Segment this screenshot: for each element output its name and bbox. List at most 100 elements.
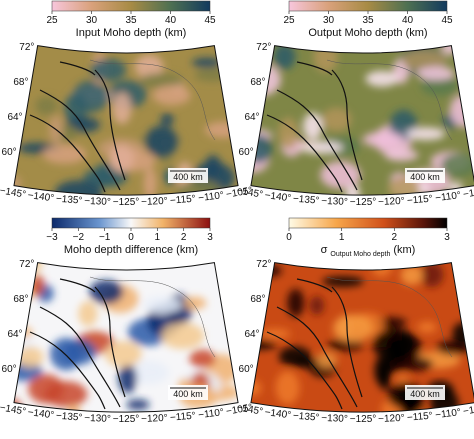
lon-label: −115° bbox=[407, 411, 434, 424]
lon-label: −120° bbox=[141, 413, 168, 425]
colorbar-tick-label: −3 bbox=[46, 232, 58, 243]
lon-label: −125° bbox=[113, 197, 140, 208]
lon-label: −120° bbox=[378, 413, 405, 425]
colorbar-tick-label: 45 bbox=[441, 15, 453, 26]
lat-label: 72° bbox=[256, 259, 271, 270]
anomaly bbox=[161, 322, 205, 350]
anomaly bbox=[384, 148, 419, 162]
anomaly bbox=[321, 107, 352, 132]
anomaly bbox=[27, 374, 64, 404]
colorbar-label: σ Output Moho depth (km) bbox=[321, 244, 416, 258]
lon-label: −130° bbox=[84, 413, 111, 425]
anomaly bbox=[293, 358, 322, 369]
scale-label: 400 km bbox=[410, 389, 440, 399]
anomaly bbox=[152, 85, 191, 106]
anomaly bbox=[143, 295, 181, 314]
lat-label: 60° bbox=[239, 147, 254, 158]
fault-line bbox=[331, 69, 363, 181]
anomaly bbox=[35, 96, 58, 116]
lon-label: −130° bbox=[84, 196, 111, 208]
anomaly bbox=[440, 153, 474, 178]
label-symbol: σ bbox=[321, 244, 328, 256]
scale-label: 400 km bbox=[173, 389, 203, 399]
fault-line bbox=[296, 61, 333, 76]
map-frame bbox=[250, 262, 474, 413]
anomaly bbox=[108, 144, 135, 173]
lon-label: −145° bbox=[236, 402, 264, 417]
lon-label: −115° bbox=[170, 411, 197, 424]
anomaly bbox=[126, 399, 150, 410]
colorbar-tick-label: −2 bbox=[73, 232, 85, 243]
anomaly bbox=[273, 45, 296, 70]
lon-label: −135° bbox=[292, 411, 319, 424]
anomaly bbox=[365, 70, 399, 87]
anomaly bbox=[204, 121, 239, 138]
lon-label: −105° bbox=[225, 402, 253, 417]
lat-label: 68° bbox=[13, 77, 28, 88]
anomaly bbox=[278, 117, 299, 150]
lon-label: −145° bbox=[236, 185, 264, 200]
anomaly bbox=[63, 339, 96, 365]
colorbar-tick-label: 0 bbox=[128, 232, 134, 243]
lon-label: −120° bbox=[378, 196, 405, 208]
scale-label: 400 km bbox=[173, 172, 203, 182]
lon-label: −130° bbox=[321, 413, 348, 425]
lat-label: 68° bbox=[13, 294, 28, 305]
map-frame bbox=[250, 45, 474, 196]
lon-label: −105° bbox=[462, 402, 474, 417]
coastline bbox=[89, 59, 216, 141]
lat-label: 64° bbox=[7, 329, 22, 340]
anomaly bbox=[420, 262, 444, 288]
lat-label: 64° bbox=[7, 112, 22, 123]
colorbar-tick-label: 25 bbox=[283, 15, 295, 26]
lat-label: 72° bbox=[256, 42, 271, 53]
colorbar-label: Output Moho depth (km) bbox=[308, 27, 427, 39]
anomaly bbox=[42, 144, 87, 164]
colorbar-tick-label: 30 bbox=[323, 15, 335, 26]
fault-line bbox=[296, 278, 333, 293]
anomaly bbox=[139, 72, 184, 89]
lat-label: 68° bbox=[250, 77, 265, 88]
anomaly bbox=[420, 75, 458, 96]
anomaly bbox=[372, 328, 416, 361]
anomaly bbox=[401, 49, 447, 72]
colorbar-tick-label: 1 bbox=[155, 232, 161, 243]
colorbar-tick-label: 25 bbox=[46, 15, 58, 26]
lon-label: −135° bbox=[292, 194, 319, 207]
lon-label: −135° bbox=[55, 194, 82, 207]
fault-line bbox=[39, 306, 121, 408]
colorbar bbox=[51, 0, 211, 12]
lon-label: −130° bbox=[321, 196, 348, 208]
fault-line bbox=[59, 61, 96, 76]
panel: 0 1 2 3 σ Output Moho depth (km) 400 km 72° 68° 64… bbox=[236, 217, 474, 425]
anomaly bbox=[320, 161, 361, 189]
colorbar-tick-label: 30 bbox=[86, 15, 98, 26]
anomaly bbox=[89, 280, 124, 304]
anomaly bbox=[250, 59, 263, 72]
lon-label: −140° bbox=[27, 190, 55, 204]
lat-label: 72° bbox=[19, 42, 34, 53]
panel: 25 30 35 40 45 Output Moho depth (km) 400 km 72… bbox=[236, 0, 474, 208]
colorbar-label: Moho depth difference (km) bbox=[64, 244, 198, 256]
colorbar bbox=[288, 0, 448, 12]
anomaly bbox=[134, 54, 164, 79]
colorbar-tick-label: 40 bbox=[402, 15, 414, 26]
colorbar-label: Input Moho depth (km) bbox=[76, 27, 187, 39]
fault-line bbox=[94, 286, 126, 398]
lon-label: −125° bbox=[350, 197, 377, 208]
lon-label: −120° bbox=[141, 196, 168, 208]
anomaly bbox=[72, 80, 109, 113]
anomaly bbox=[54, 180, 103, 196]
colorbar-tick-label: 3 bbox=[207, 232, 213, 243]
colorbar-tick-label: 45 bbox=[204, 15, 216, 26]
colorbar-tick-label: −1 bbox=[99, 232, 111, 243]
fault-line bbox=[39, 89, 121, 191]
lon-label: −110° bbox=[198, 407, 225, 421]
scale-box bbox=[405, 385, 445, 400]
lon-label: −145° bbox=[0, 402, 27, 417]
lon-label: −145° bbox=[0, 185, 27, 200]
fault-line bbox=[29, 331, 106, 410]
colorbar-tick-label: 2 bbox=[181, 232, 187, 243]
scale-label: 400 km bbox=[410, 172, 440, 182]
